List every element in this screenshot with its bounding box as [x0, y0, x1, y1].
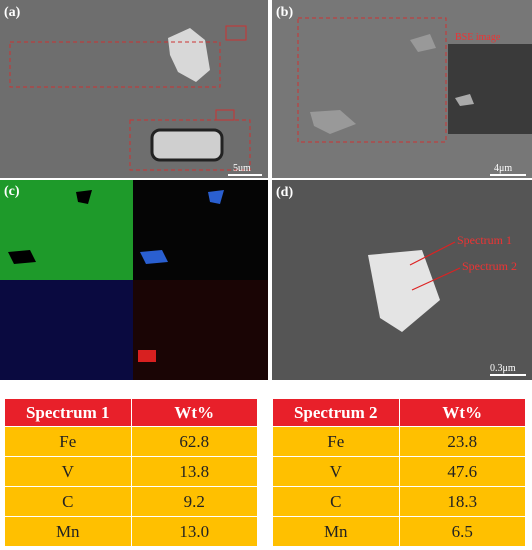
cell: V [272, 456, 400, 487]
particle [150, 128, 224, 162]
table: Spectrum 2 Wt% Fe 23.8 V 47.6 C 18.3 Mn 6.5 [272, 398, 526, 547]
cell: Fe [4, 426, 132, 457]
cell: 62.8 [130, 426, 258, 457]
cell: V [4, 456, 132, 487]
map-v [133, 180, 268, 280]
particle [368, 250, 440, 332]
cell: Mn [272, 516, 400, 547]
pointer [411, 267, 461, 291]
particle [208, 190, 224, 204]
cell: 18.3 [398, 486, 526, 517]
cell: 13.0 [130, 516, 258, 547]
annotation: BSE image [455, 32, 501, 43]
table-row: Mn 13.0 [4, 516, 258, 547]
panel-label: (b) [276, 5, 293, 20]
header-cell: Wt% [130, 398, 258, 427]
particle [138, 350, 156, 362]
highlight-box [129, 119, 251, 171]
table-row: Fe 62.8 [4, 426, 258, 457]
cell: C [272, 486, 400, 517]
pointer [409, 241, 456, 266]
table-row: Fe 23.8 [272, 426, 526, 457]
panel-label: (d) [276, 185, 293, 200]
cell: C [4, 486, 132, 517]
bse-inset [448, 44, 532, 134]
header-cell: Spectrum 2 [272, 398, 400, 427]
header-cell: Spectrum 1 [4, 398, 132, 427]
particle [310, 110, 356, 134]
table-row: C 18.3 [272, 486, 526, 517]
particle [8, 250, 36, 264]
figure: (a) 5um (b) BSE image 4μm (c) (d) Spectr… [0, 0, 532, 380]
particle [455, 94, 474, 106]
particle [76, 190, 92, 204]
panel-label: (a) [4, 5, 21, 20]
table-row: V 13.8 [4, 456, 258, 487]
highlight-box [297, 17, 447, 143]
micrograph-a [0, 0, 268, 178]
cell: 9.2 [130, 486, 258, 517]
table-row: Spectrum 2 Wt% [272, 398, 526, 427]
cell: 6.5 [398, 516, 526, 547]
scale-label: 5um [233, 163, 251, 174]
table-row: C 9.2 [4, 486, 258, 517]
map-fe [0, 180, 133, 280]
scale-label: 0.3μm [490, 363, 516, 374]
annotation: Spectrum 1 [457, 233, 512, 247]
cell: Mn [4, 516, 132, 547]
map-c [0, 280, 133, 380]
highlight-box [215, 109, 235, 121]
panel-label: (c) [4, 184, 20, 199]
table: Spectrum 1 Wt% Fe 62.8 V 13.8 C 9.2 Mn 13.0 [4, 398, 258, 547]
header-cell: Wt% [398, 398, 526, 427]
cell: Fe [272, 426, 400, 457]
table-row: Spectrum 1 Wt% [4, 398, 258, 427]
cell: 23.8 [398, 426, 526, 457]
table-row: V 47.6 [272, 456, 526, 487]
highlight-box [225, 25, 247, 41]
particle [140, 250, 168, 264]
scale-label: 4μm [494, 163, 512, 174]
highlight-box [9, 41, 221, 88]
annotation: Spectrum 2 [462, 259, 517, 273]
map-mn [133, 280, 268, 380]
particle [410, 34, 436, 52]
table-row: Mn 6.5 [272, 516, 526, 547]
cell: 13.8 [130, 456, 258, 487]
cell: 47.6 [398, 456, 526, 487]
